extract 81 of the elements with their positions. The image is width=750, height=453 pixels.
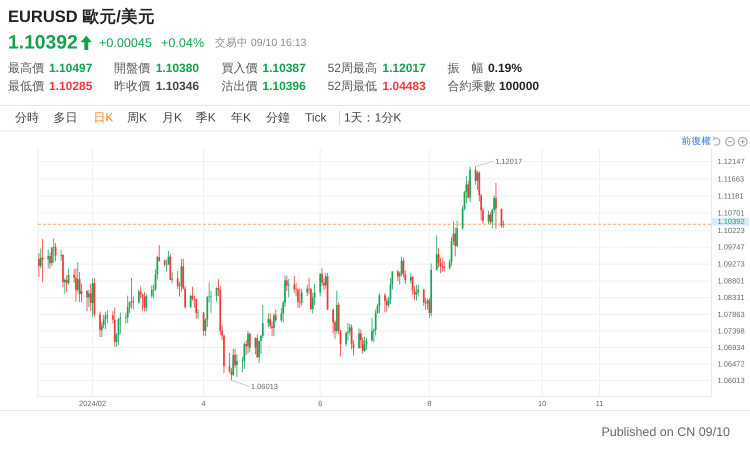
candlestick (495, 182, 497, 230)
text: 最高價 (8, 61, 44, 75)
candlestick (410, 272, 412, 284)
text: 周K (127, 110, 148, 125)
candlestick (38, 252, 40, 278)
text: 分時 (14, 110, 39, 125)
text: 1天：1分K (344, 110, 402, 125)
candlestick (54, 242, 56, 262)
text: 最低價 (8, 79, 44, 93)
candlestick (443, 260, 446, 272)
candlestick (488, 210, 490, 224)
text: 買入價 (221, 61, 258, 75)
candlestick (378, 293, 380, 314)
text: 52周最高 (328, 61, 377, 75)
candlestick (171, 272, 174, 284)
text: +0.04% (161, 36, 204, 50)
text: 前復權 (682, 135, 712, 148)
candlestick (80, 283, 82, 303)
text: 分鐘 (266, 110, 290, 125)
candlestick (456, 220, 458, 248)
text: 1.04483 (382, 79, 426, 93)
text: 多日 (53, 110, 78, 125)
candlestick (321, 268, 323, 287)
candlestick (254, 336, 256, 355)
text: 交易中 09/10 16:13 (215, 36, 307, 49)
text: Tick (305, 110, 328, 125)
candlestick (130, 278, 132, 310)
candlestick (384, 292, 386, 313)
text: 年K (231, 110, 252, 125)
candlestick (297, 287, 299, 308)
text: 1.10387 (262, 61, 306, 75)
candlestick (490, 212, 492, 224)
text: 開盤價 (114, 61, 150, 75)
text: 1.10392 (8, 32, 78, 54)
text: 52周最低 (328, 79, 377, 93)
candlestick (358, 328, 360, 350)
candlestick (92, 278, 94, 318)
candlestick (49, 252, 51, 269)
candlestick (371, 318, 373, 342)
candlestick (476, 170, 478, 190)
text: 1.10285 (49, 79, 93, 93)
candlestick (86, 290, 88, 312)
candlestick (144, 292, 146, 312)
candlestick (52, 238, 55, 264)
candlestick (500, 208, 502, 228)
text: 日K (93, 110, 114, 125)
candlestick (180, 258, 182, 292)
candlestick (236, 354, 238, 378)
text: +0.00045 (99, 36, 152, 50)
text: Published on CN 09/10 (601, 425, 730, 439)
text: 100000 (499, 79, 540, 93)
candlestick (247, 330, 249, 354)
candlestick (99, 311, 101, 338)
candlestick (397, 270, 399, 282)
candlestick (474, 166, 476, 186)
text: 合約乘數 (448, 79, 496, 93)
candlestick (417, 284, 420, 297)
text: 振 幅 (448, 61, 484, 75)
text: 1.10346 (156, 79, 200, 93)
candlestick (202, 312, 204, 336)
text: 昨收價 (114, 79, 150, 93)
candlestick (273, 312, 275, 337)
candlestick (75, 268, 77, 302)
text: 1.12017 (382, 61, 426, 75)
text: 季K (196, 110, 216, 125)
chart-title: EURUSD 歐元/美元 (8, 7, 155, 26)
candlestick (234, 348, 236, 368)
text: 月K (162, 110, 182, 125)
text: 1.10396 (262, 79, 306, 93)
candlestick (197, 309, 199, 319)
candlestick (366, 338, 368, 351)
candlestick (68, 268, 70, 285)
text: 0.19% (488, 61, 522, 75)
candlestick (426, 298, 428, 310)
text: 1.10380 (156, 61, 200, 75)
candlestick (416, 284, 418, 301)
candlestick (364, 336, 366, 352)
text: 1.10497 (49, 61, 93, 75)
text: 沽出價 (221, 79, 258, 93)
candlestick (216, 287, 218, 302)
candlestick (104, 311, 106, 330)
